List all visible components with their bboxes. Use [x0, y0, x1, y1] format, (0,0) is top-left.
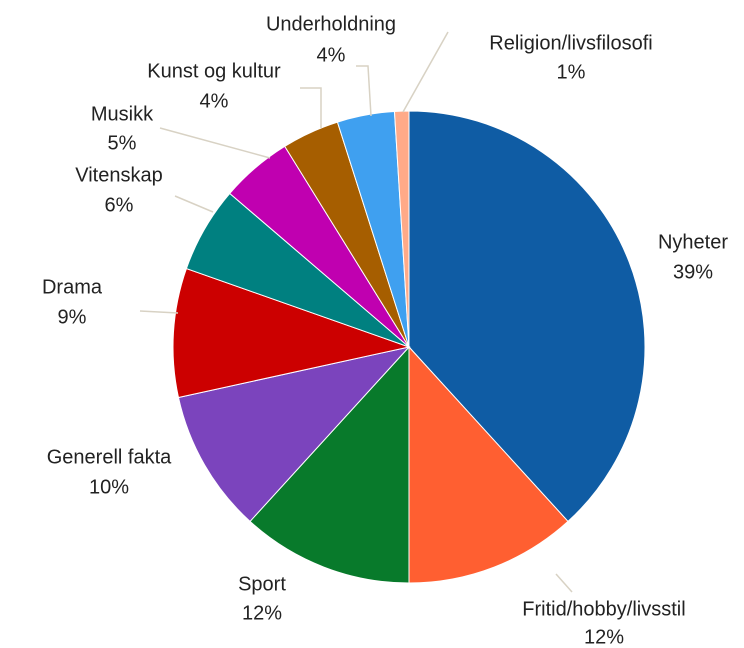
pie-slice	[249, 345, 410, 584]
value-label: 4%	[200, 90, 229, 112]
slice-label: Underholdning	[266, 13, 396, 35]
slice-label: Kunst og kultur	[147, 60, 281, 82]
value-label: 10%	[89, 476, 129, 498]
value-label: 6%	[105, 194, 134, 216]
slice-label: Fritid/hobby/livsstil	[522, 598, 685, 620]
value-label: 39%	[673, 261, 713, 283]
slice-label: Drama	[42, 276, 103, 298]
pie-slice	[177, 346, 411, 523]
value-label: 1%	[557, 61, 586, 83]
value-label: 12%	[584, 626, 624, 648]
pie-slice	[172, 267, 411, 399]
slice-label: Nyheter	[658, 231, 728, 253]
value-label: 4%	[317, 44, 346, 66]
leader-line	[139, 310, 179, 314]
slice-label: Religion/livsfilosofi	[489, 32, 652, 54]
slice-label: Generell fakta	[47, 446, 172, 468]
value-label: 5%	[108, 132, 137, 154]
value-label: 9%	[58, 306, 87, 328]
slice-label: Vitenskap	[75, 164, 162, 186]
leader-line	[174, 195, 214, 213]
leader-line	[356, 65, 372, 117]
leader-line	[300, 87, 322, 128]
leader-line	[159, 127, 271, 159]
slice-label: Sport	[238, 573, 286, 595]
leader-lines	[139, 31, 573, 593]
pie-slice	[393, 110, 410, 348]
pie-slice	[408, 110, 646, 523]
leader-line	[555, 573, 573, 593]
leader-line	[402, 31, 449, 113]
pie-slice	[408, 345, 569, 584]
slice-label: Musikk	[91, 103, 154, 125]
value-label: 12%	[242, 602, 282, 624]
